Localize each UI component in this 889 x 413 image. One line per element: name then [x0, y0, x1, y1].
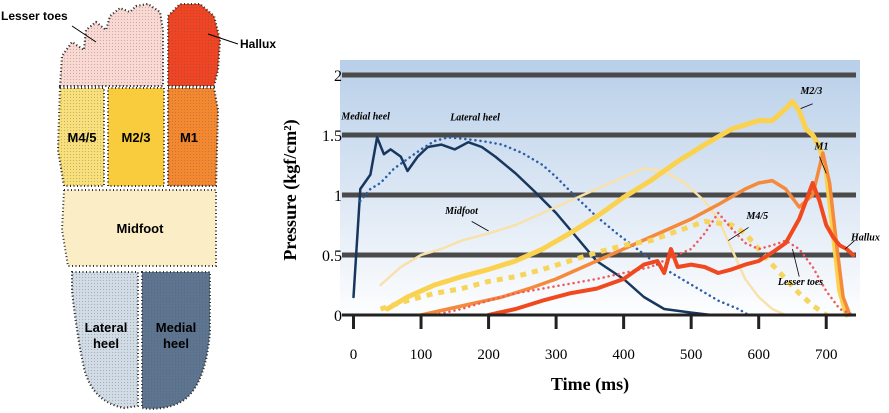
series-labels: Medial heel Lateral heel Midfoot M2/3 M1 M4/5… [340, 86, 879, 288]
gridline-y-1 [342, 252, 856, 258]
gridline-y-4 [342, 72, 856, 78]
region-lesser-toes [58, 2, 164, 87]
x-tick-label-100: 100 [410, 347, 433, 363]
region-midfoot [60, 189, 217, 267]
gridline-y-3 [342, 132, 856, 138]
series-label-midfoot: Midfoot [444, 206, 479, 217]
gridlines [342, 72, 856, 258]
y-tick-label-1: 0.5 [322, 248, 342, 265]
series-line-m1 [419, 151, 852, 317]
series-label-m2-3: M2/3 [800, 86, 823, 97]
label-lateral-heel: Lateral heel [85, 320, 128, 351]
series-layer [352, 98, 856, 318]
series-line-lateral-heel [359, 136, 750, 317]
region-m45 [56, 87, 105, 187]
series-label-medial-heel: Medial heel [340, 111, 390, 122]
region-m1 [167, 87, 220, 187]
leader-hallux [207, 33, 239, 45]
x-tick-label-700: 700 [815, 347, 838, 363]
series-label-lesser-toes: Lesser toes [777, 277, 823, 288]
foot-pressure-map [56, 2, 222, 410]
x-tick-label-200: 200 [477, 347, 500, 363]
series-label-hallux: Hallux [850, 233, 880, 244]
x-tick-label-500: 500 [680, 347, 703, 363]
y-tick-label-0: 0 [334, 308, 342, 325]
series-line-m4-5 [379, 218, 828, 318]
region-medial-heel [141, 271, 211, 410]
series-line-m2-3 [384, 98, 849, 318]
region-hallux [167, 3, 222, 87]
series-label-lateral-heel: Lateral heel [449, 113, 500, 124]
label-leader-1 [728, 227, 749, 241]
region-m23 [107, 87, 165, 187]
leader-lesser-toes [71, 25, 97, 43]
label-leader-3 [800, 103, 813, 109]
label-leader-4 [844, 240, 855, 250]
label-leader-2 [819, 156, 827, 174]
label-m23: M2/3 [122, 130, 151, 145]
series-line-hallux [486, 181, 856, 317]
pressure-time-chart: 0 100 200 300 400 500 600 700 0 0.5 1 1.5 2 Medial h… [280, 60, 880, 395]
plot-background [340, 60, 860, 322]
gridline-y-2 [342, 192, 856, 198]
region-lateral-heel [71, 271, 139, 410]
series-line-midfoot [379, 167, 801, 317]
foot-region-labels: Lesser toes Hallux M4/5 M2/3 M1 Midfoot … [1, 9, 276, 351]
axes: 0 100 200 300 400 500 600 700 0 0.5 1 1.5 2 [322, 68, 856, 363]
x-tick-label-400: 400 [612, 347, 635, 363]
label-hallux: Hallux [240, 37, 276, 51]
y-tick-label-3: 1.5 [322, 128, 342, 145]
series-label-m4-5: M4/5 [746, 211, 769, 222]
x-tick-label-0: 0 [350, 347, 358, 363]
x-tick-label-600: 600 [747, 347, 770, 363]
label-medial-heel: Medial heel [156, 320, 196, 351]
label-m1: M1 [180, 130, 198, 145]
label-lesser-toes: Lesser toes [1, 9, 68, 23]
label-leader-0 [471, 221, 489, 232]
series-line-lesser-toes [433, 211, 855, 317]
y-axis-title: Pressure (kgf/cm²) [280, 119, 301, 260]
series-label-m1: M1 [814, 141, 829, 152]
label-leader-5 [792, 248, 800, 277]
label-m45: M4/5 [68, 130, 97, 145]
x-axis-title: Time (ms) [551, 374, 629, 395]
y-tick-label-4: 2 [334, 68, 342, 85]
x-tick-label-300: 300 [545, 347, 568, 363]
label-midfoot: Midfoot [117, 221, 165, 236]
y-tick-label-2: 1 [334, 188, 342, 205]
